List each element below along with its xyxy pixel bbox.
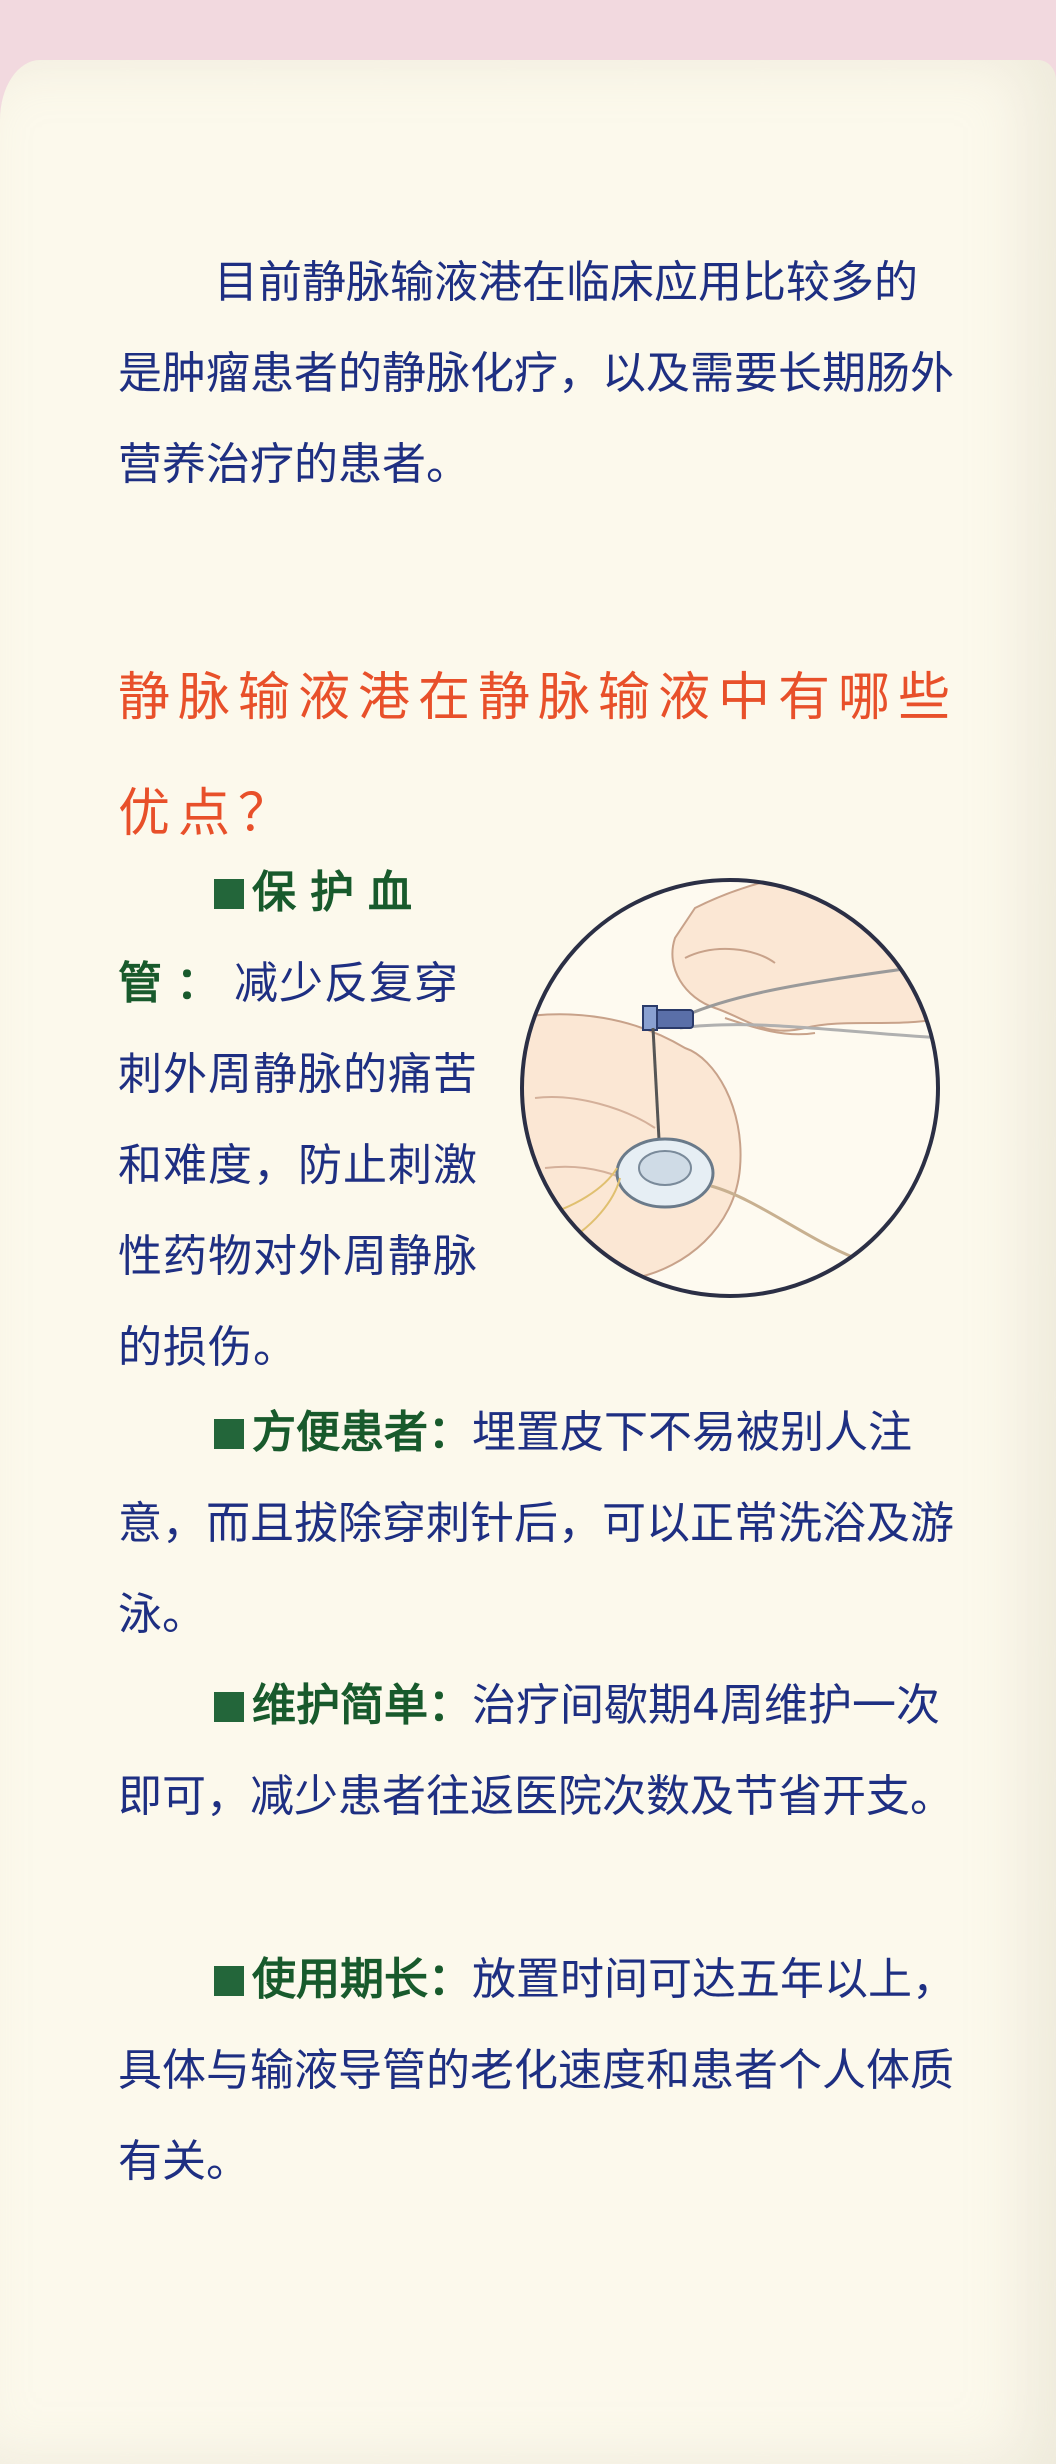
point-separator: ： <box>428 1954 472 2005</box>
intro-paragraph: 目前静脉输液港在临床应用比较多的是肿瘤患者的静脉化疗，以及需要长期肠外营养治疗的… <box>118 257 954 490</box>
bullet-square-icon <box>214 1419 244 1449</box>
hand-needle-port-illustration <box>520 878 940 1298</box>
bullet-square-icon <box>214 879 244 909</box>
point-easy-maintenance: 维护简单：治疗间歇期4周维护一次即可，减少患者往返医院次数及节省开支。 <box>118 1660 958 1842</box>
point-text: 治疗间歇期4周维护一次即可，减少患者往返医院次数及节省开支。 <box>118 1680 954 1822</box>
point-long-use: 使用期长：放置时间可达五年以上，具体与输液导管的老化速度和患者个人体质有关。 <box>118 1934 958 2207</box>
point-separator: ： <box>428 1680 472 1731</box>
point-label: 方便患者 <box>252 1407 428 1458</box>
point-protect-vessels: 保护血管：减少反复穿刺外周静脉的痛苦和难度，防止刺激性药物对外周静脉的损伤。 <box>118 847 478 1393</box>
section-heading: 静脉输液港在静脉输液中有哪些优点？ <box>118 668 959 844</box>
point-separator: ： <box>428 1407 472 1458</box>
point-text: 放置时间可达五年以上，具体与输液导管的老化速度和患者个人体质有关。 <box>118 1954 956 2187</box>
point-text: 埋置皮下不易被别人注意，而且拔除穿刺针后，可以正常洗浴及游泳。 <box>118 1407 954 1640</box>
bullet-square-icon <box>214 1966 244 1996</box>
point-convenient: 方便患者：埋置皮下不易被别人注意，而且拔除穿刺针后，可以正常洗浴及游泳。 <box>118 1387 958 1660</box>
point-text: 减少反复穿刺外周静脉的痛苦和难度，防止刺激性药物对外周静脉的损伤。 <box>118 958 478 1373</box>
page <box>0 60 1056 2464</box>
point-label: 保护血管 <box>118 867 426 1009</box>
point-label: 使用期长 <box>252 1954 428 2005</box>
bullet-square-icon <box>214 1692 244 1722</box>
point-label: 维护简单 <box>252 1680 428 1731</box>
point-separator: ： <box>176 958 234 1009</box>
